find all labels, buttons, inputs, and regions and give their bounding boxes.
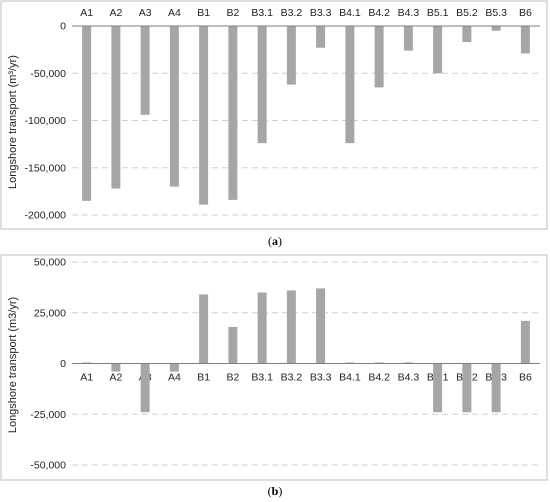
x-tick-label-B4.1: B4.1 — [339, 372, 361, 384]
bar-B2 — [228, 326, 238, 364]
x-tick-label-B4.3: B4.3 — [398, 372, 420, 384]
bar-B4.1 — [345, 362, 355, 364]
panel-a-caption: (a) — [268, 234, 282, 248]
bar-B1 — [199, 294, 209, 364]
bar-A4 — [169, 363, 179, 372]
x-tick-label-A2: A2 — [109, 372, 122, 384]
x-tick-label-B4.2: B4.2 — [368, 372, 390, 384]
panel-b-y-tick-label: 50,000 — [34, 257, 66, 269]
x-tick-label-B3.1: B3.1 — [251, 372, 273, 384]
bar-B4.3 — [403, 26, 413, 51]
x-tick-label-B3.2: B3.2 — [281, 372, 303, 384]
bar-B4.2 — [374, 26, 384, 88]
x-tick-label-A1: A1 — [80, 372, 93, 384]
x-tick-label-B3.3: B3.3 — [310, 7, 332, 19]
x-tick-label-B4.3: B4.3 — [398, 7, 420, 19]
x-tick-label-A3: A3 — [139, 7, 152, 19]
x-tick-label-B5.2: B5.2 — [456, 7, 478, 19]
panel-b-frame — [0, 254, 548, 481]
bar-B4.2 — [374, 362, 384, 364]
x-tick-label-A1: A1 — [80, 7, 93, 19]
x-tick-label-A4: A4 — [168, 372, 181, 384]
bar-B2 — [228, 26, 238, 200]
panel-a-y-ticks: 0 -50,000 -100,000 -150,000 -200,000 — [25, 21, 67, 222]
x-tick-label-B1: B1 — [197, 372, 210, 384]
x-tick-label-B5.3: B5.3 — [485, 7, 507, 19]
x-tick-label-B6: B6 — [519, 372, 532, 384]
panel-b-ylabel: Longshore transport (m3/yr) — [7, 297, 19, 433]
panel-a-x-ticks: A1 A2 A3 A4 B1 B2 B3.1 B3.2 B3.3 B4.1 B4.2 B4.3 B5.1… — [80, 7, 532, 19]
bar-A3 — [140, 26, 150, 115]
x-tick-label-B3.3: B3.3 — [310, 372, 332, 384]
bar-B4.3 — [403, 362, 413, 364]
x-tick-label-B5.1: B5.1 — [427, 7, 449, 19]
x-tick-label-B2: B2 — [226, 372, 239, 384]
panel-a-y-tick-label: 0 — [60, 21, 66, 33]
bar-B5.2 — [462, 26, 472, 43]
bar-B5.1 — [433, 26, 443, 74]
panel-a-gridlines — [72, 72, 540, 216]
panel-a-y-tick-label: -150,000 — [25, 162, 67, 174]
panel-a-chart: Longshore transport (m³/yr) 0 -50,000 -100… — [0, 0, 548, 230]
bar-B3.2 — [286, 290, 296, 364]
bar-B3.1 — [257, 26, 267, 144]
bar-A3 — [140, 363, 150, 413]
x-tick-label-B6: B6 — [519, 7, 532, 19]
panel-a-y-tick-label: -200,000 — [25, 210, 67, 222]
x-tick-label-B1: B1 — [197, 7, 210, 19]
bar-A1 — [82, 362, 92, 364]
bar-B3.3 — [316, 26, 326, 48]
bar-A2 — [111, 26, 121, 189]
panel-a-y-tick-label: -100,000 — [25, 115, 67, 127]
bar-B4.1 — [345, 26, 355, 144]
panel-a-bars — [82, 26, 530, 205]
x-tick-label-A2: A2 — [109, 7, 122, 19]
bar-B5.3 — [491, 26, 501, 31]
x-tick-label-B2: B2 — [226, 7, 239, 19]
panel-b-y-tick-label: -25,000 — [30, 409, 66, 421]
panel-a-frame — [0, 0, 548, 230]
bar-B5.3 — [491, 363, 501, 413]
panel-b-gridlines — [72, 261, 540, 466]
panel-a-ylabel: Longshore transport (m³/yr) — [7, 55, 19, 189]
x-tick-label-B4.1: B4.1 — [339, 7, 361, 19]
panel-b-caption: (b) — [268, 484, 283, 498]
panel-b-bars — [82, 288, 530, 413]
bar-A2 — [111, 363, 121, 372]
bar-B5.1 — [433, 363, 443, 413]
x-tick-label-B3.2: B3.2 — [281, 7, 303, 19]
x-tick-label-A4: A4 — [168, 7, 181, 19]
panel-b-y-tick-label: -50,000 — [30, 460, 66, 472]
panel-a-caption-letter: a — [272, 234, 278, 248]
panel-b-y-tick-label: 0 — [60, 358, 66, 370]
bar-B5.2 — [462, 363, 472, 413]
x-tick-label-B4.2: B4.2 — [368, 7, 390, 19]
bar-B6 — [520, 26, 530, 54]
panel-b-caption-letter: b — [272, 484, 279, 498]
panel-a-y-tick-label: -50,000 — [30, 68, 66, 80]
bar-A1 — [82, 26, 92, 201]
panel-b-y-tick-label: 25,000 — [34, 307, 66, 319]
panel-b-y-ticks: 50,000 25,000 0 -25,000 -50,000 — [30, 257, 66, 472]
bar-B1 — [199, 26, 209, 205]
bar-B6 — [520, 320, 530, 364]
bar-B3.3 — [316, 288, 326, 364]
bar-B3.2 — [286, 26, 296, 85]
x-tick-label-B3.1: B3.1 — [251, 7, 273, 19]
bar-B3.1 — [257, 292, 267, 364]
bar-A4 — [169, 26, 179, 187]
panel-b-chart: Longshore transport (m3/yr) 50,000 25,000… — [0, 254, 548, 481]
